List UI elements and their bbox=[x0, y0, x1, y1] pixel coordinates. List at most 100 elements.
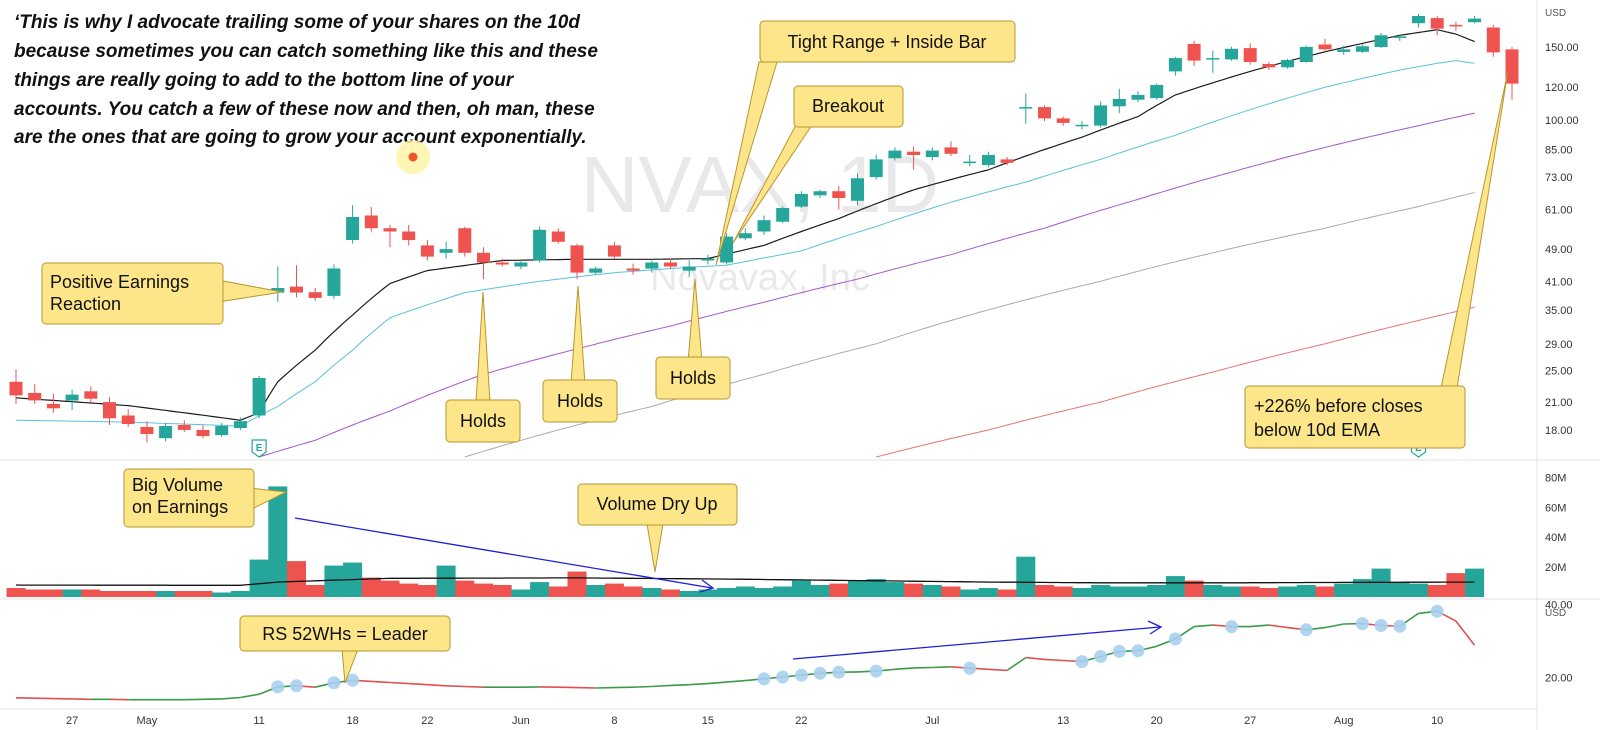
candle-29 bbox=[551, 228, 565, 244]
price-tick-2: 100.00 bbox=[1545, 115, 1579, 127]
rs-segment-35 bbox=[670, 683, 690, 687]
candle-56 bbox=[1056, 116, 1070, 126]
rs-high-dot-15 bbox=[1168, 632, 1182, 646]
callout-tight-range bbox=[759, 20, 1016, 63]
volume-bar-76 bbox=[1427, 585, 1447, 597]
candle-body-28 bbox=[533, 229, 547, 261]
callout-rs-text: RS 52WHs = Leader bbox=[262, 624, 428, 644]
candle-body-65 bbox=[1225, 48, 1238, 60]
candle-6 bbox=[121, 409, 135, 427]
candle-body-4 bbox=[84, 391, 98, 399]
quote-line-3: things are really going to add to the bo… bbox=[14, 70, 515, 91]
ma-line-ma200 bbox=[876, 306, 1475, 458]
price-tick-10: 25.00 bbox=[1545, 366, 1573, 378]
candle-44 bbox=[832, 185, 846, 210]
volume-bar-17 bbox=[324, 565, 344, 597]
candle-body-56 bbox=[1056, 118, 1070, 123]
price-tick-0: 150.00 bbox=[1545, 42, 1579, 54]
candle-26 bbox=[495, 258, 509, 267]
candle-body-3 bbox=[65, 394, 79, 401]
candle-10 bbox=[196, 425, 210, 439]
rs-high-dot-14 bbox=[1131, 644, 1145, 658]
rs-tick-1: 20.00 bbox=[1545, 673, 1573, 685]
candle-body-24 bbox=[458, 228, 472, 253]
candle-body-17 bbox=[327, 268, 341, 296]
rs-high-dot-17 bbox=[1299, 623, 1313, 637]
candle-body-36 bbox=[682, 266, 696, 271]
candle-body-45 bbox=[851, 178, 864, 201]
volume-bar-51 bbox=[960, 589, 980, 597]
candle-body-32 bbox=[607, 245, 621, 257]
candle-body-72 bbox=[1355, 46, 1369, 52]
candle-body-14 bbox=[271, 288, 285, 293]
candle-50 bbox=[944, 141, 958, 156]
volume-bar-40 bbox=[754, 588, 774, 597]
time-tick-8: 22 bbox=[795, 715, 807, 727]
candle-35 bbox=[664, 258, 677, 269]
candle-79 bbox=[1486, 24, 1500, 57]
callout-texts: Positive Earnings Reaction Holds Holds H… bbox=[50, 32, 1423, 644]
candle-body-76 bbox=[1430, 18, 1444, 29]
candle-27 bbox=[514, 261, 528, 270]
candle-41 bbox=[776, 206, 790, 224]
candle-body-52 bbox=[981, 154, 995, 165]
candle-77 bbox=[1449, 21, 1463, 31]
rs-segment-49 bbox=[932, 666, 952, 669]
callout-gain bbox=[1244, 385, 1466, 449]
candle-body-8 bbox=[159, 426, 173, 439]
volume-bar-10 bbox=[193, 591, 213, 597]
volume-bar-0 bbox=[6, 588, 26, 597]
callout-big-volume-line-1: Big Volume bbox=[132, 475, 223, 495]
candle-body-15 bbox=[290, 286, 303, 293]
callout-holds-3-text: Holds bbox=[670, 368, 716, 388]
volume-bar-2 bbox=[43, 589, 63, 597]
rs-segment-63 bbox=[1194, 624, 1213, 628]
candle-15 bbox=[290, 265, 303, 298]
volume-bar-55 bbox=[1035, 585, 1054, 597]
candle-body-80 bbox=[1505, 49, 1519, 84]
price-tick-7: 41.00 bbox=[1545, 276, 1573, 288]
rs-high-dot-12 bbox=[1094, 650, 1108, 663]
candle-7 bbox=[140, 421, 154, 443]
volume-bar-24 bbox=[455, 580, 475, 597]
rs-high-dot-10 bbox=[963, 661, 977, 675]
callout-volume-dry-up bbox=[577, 483, 738, 526]
candle-body-20 bbox=[383, 228, 397, 232]
candle-body-41 bbox=[776, 208, 790, 222]
candle-body-74 bbox=[1393, 36, 1407, 38]
callout-gain-line-1: +226% before closes bbox=[1254, 396, 1423, 416]
callout-holds-2 bbox=[542, 379, 618, 423]
candle-body-63 bbox=[1187, 43, 1201, 61]
volume-bar-11 bbox=[212, 592, 232, 597]
time-tick-9: Jul bbox=[925, 715, 939, 727]
volume-bar-13 bbox=[249, 559, 269, 597]
volume-tick-2: 40M bbox=[1545, 532, 1566, 544]
callout-rs bbox=[239, 615, 451, 652]
candle-body-68 bbox=[1281, 60, 1295, 68]
volume-tick-1: 60M bbox=[1545, 502, 1566, 514]
candle-body-13 bbox=[252, 378, 266, 416]
rs-trend-arrow bbox=[792, 626, 1161, 660]
volume-bar-62 bbox=[1165, 576, 1185, 597]
candle-body-25 bbox=[477, 252, 490, 263]
volume-bar-42 bbox=[791, 580, 811, 597]
callout-positive-earnings-line-1: Positive Earnings bbox=[50, 272, 189, 292]
candle-8 bbox=[159, 423, 173, 442]
rs-high-dot-3 bbox=[346, 673, 360, 687]
volume-bar-43 bbox=[810, 585, 830, 597]
candle-19 bbox=[364, 207, 378, 232]
candle-body-21 bbox=[402, 231, 416, 241]
candle-16 bbox=[308, 288, 322, 301]
volume-bar-39 bbox=[735, 586, 755, 597]
candle-body-61 bbox=[1150, 85, 1164, 99]
volume-bar-37 bbox=[698, 589, 718, 597]
candle-body-26 bbox=[495, 262, 509, 265]
volume-bar-16 bbox=[305, 585, 325, 597]
candle-body-27 bbox=[514, 262, 528, 267]
volume-bar-52 bbox=[978, 588, 998, 597]
volume-bar-44 bbox=[829, 583, 849, 597]
rs-segment-53 bbox=[1006, 656, 1027, 672]
volume-bar-63 bbox=[1184, 580, 1204, 597]
candle-body-73 bbox=[1374, 35, 1388, 47]
